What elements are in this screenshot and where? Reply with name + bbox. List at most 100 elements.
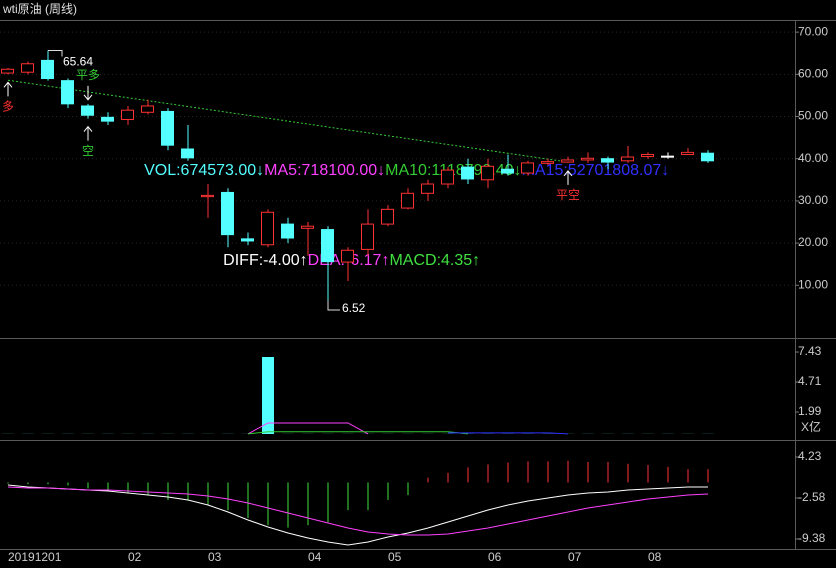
signal-label: 多 — [2, 99, 14, 113]
candle-body — [321, 229, 334, 263]
bar — [387, 482, 389, 500]
toolbar-button[interactable]: → — [0, 90, 16, 107]
legend-entry: MA15:52701808.07↓ — [521, 162, 670, 179]
candle-body — [661, 155, 674, 158]
high-leader — [48, 50, 63, 57]
x-tick-label: 06 — [488, 550, 502, 564]
toolbar-button[interactable]: 说明 — [0, 114, 33, 131]
panel-params: VOL(5,10,15) — [48, 162, 145, 179]
low-label: 6.52 — [342, 301, 366, 315]
bar — [527, 461, 529, 483]
line-series — [7, 486, 709, 536]
bar — [107, 482, 109, 492]
bar — [687, 469, 689, 483]
line-series — [448, 432, 569, 435]
y-tick-label: -9.38 — [798, 531, 826, 545]
x-tick-label: 02 — [128, 550, 142, 564]
low-leader — [327, 299, 340, 311]
line-series — [247, 422, 369, 435]
candle-body — [341, 249, 354, 263]
bar — [407, 482, 409, 496]
candle-body — [161, 110, 174, 146]
panel-button[interactable]: 改参数 — [0, 276, 49, 293]
candle-body — [181, 148, 194, 159]
x-tick-label: 05 — [388, 550, 402, 564]
bar — [487, 464, 489, 483]
candle-body — [381, 208, 394, 225]
candle-body — [581, 157, 594, 161]
candle-body — [521, 162, 534, 174]
legend-entry: MA5:718100.00↓ — [264, 162, 386, 179]
panel-button[interactable]: X — [0, 228, 11, 245]
candle-body — [601, 158, 614, 163]
panel-header: 集金策略 JJCL — [0, 132, 836, 156]
high-label: 65.64 — [63, 55, 93, 69]
bar — [187, 482, 189, 501]
candle-body — [361, 223, 374, 250]
panel-button[interactable]: 改参数 — [0, 186, 49, 203]
bar — [367, 482, 369, 511]
legend-entry: DIFF:-4.00↑ — [223, 252, 308, 269]
candle-body — [61, 80, 74, 105]
candle-body — [461, 166, 474, 180]
bar — [547, 461, 549, 483]
panel-title: 平滑异同平均线 — [0, 252, 113, 269]
bar — [87, 482, 89, 489]
bar — [607, 461, 609, 483]
bar — [447, 472, 449, 483]
candle-body — [121, 109, 134, 120]
bar — [127, 482, 129, 494]
panel-button[interactable]: X — [0, 318, 11, 335]
signal-arrow — [83, 125, 93, 141]
candle-body — [281, 223, 294, 239]
bar — [587, 461, 589, 483]
candle-body — [81, 105, 94, 116]
candle-body — [141, 105, 154, 113]
legend-entry: VOL:674573.00↓ — [144, 162, 265, 179]
bar — [707, 469, 709, 483]
panel-button[interactable]: 说明 — [0, 210, 33, 227]
bar — [247, 482, 249, 518]
bar — [7, 482, 9, 484]
bar — [267, 482, 269, 526]
x-tick-label: 08 — [648, 550, 662, 564]
signal-label: 平空 — [556, 188, 580, 202]
candle-body — [501, 168, 514, 174]
signal-arrow — [563, 170, 573, 185]
window-title: wti原油 (周线) — [3, 2, 77, 16]
candle-body — [681, 151, 694, 155]
y-tick-label: 4.23 — [798, 449, 822, 463]
bar — [467, 467, 469, 483]
toolbar-button[interactable]: 改参数 — [0, 6, 49, 23]
bar — [627, 463, 629, 483]
candle-body — [441, 169, 454, 185]
line-series — [247, 431, 469, 435]
bar — [427, 477, 429, 483]
y-tick-label: 7.43 — [798, 344, 822, 358]
x-tick-label: 07 — [568, 550, 582, 564]
bar — [347, 482, 349, 511]
bar — [227, 482, 229, 511]
candle-body — [1, 68, 14, 74]
y-tick-label: 20.00 — [798, 235, 828, 249]
signal-arrow — [3, 81, 13, 97]
y-tick-label: 30.00 — [798, 193, 828, 207]
bar — [27, 482, 29, 485]
y-tick-label: 4.71 — [798, 374, 822, 388]
candle-body — [101, 116, 114, 122]
panel-button[interactable]: 说明 — [0, 300, 33, 317]
candle-body — [41, 59, 54, 80]
panel-title: 成交量 — [0, 162, 49, 179]
candle-body — [301, 225, 314, 229]
bar — [327, 482, 329, 523]
candle-body — [241, 238, 254, 242]
toolbar-button[interactable]: 隐藏主指标 — [0, 30, 65, 71]
bar — [67, 482, 69, 486]
y-tick-label: 50.00 — [798, 109, 828, 123]
candle-body — [221, 191, 234, 236]
candle-body — [401, 192, 414, 209]
x-tick-label: 03 — [208, 550, 222, 564]
legend-entry: MACD:4.35↑ — [389, 252, 481, 269]
bar — [307, 482, 309, 526]
candle-body — [561, 159, 574, 163]
